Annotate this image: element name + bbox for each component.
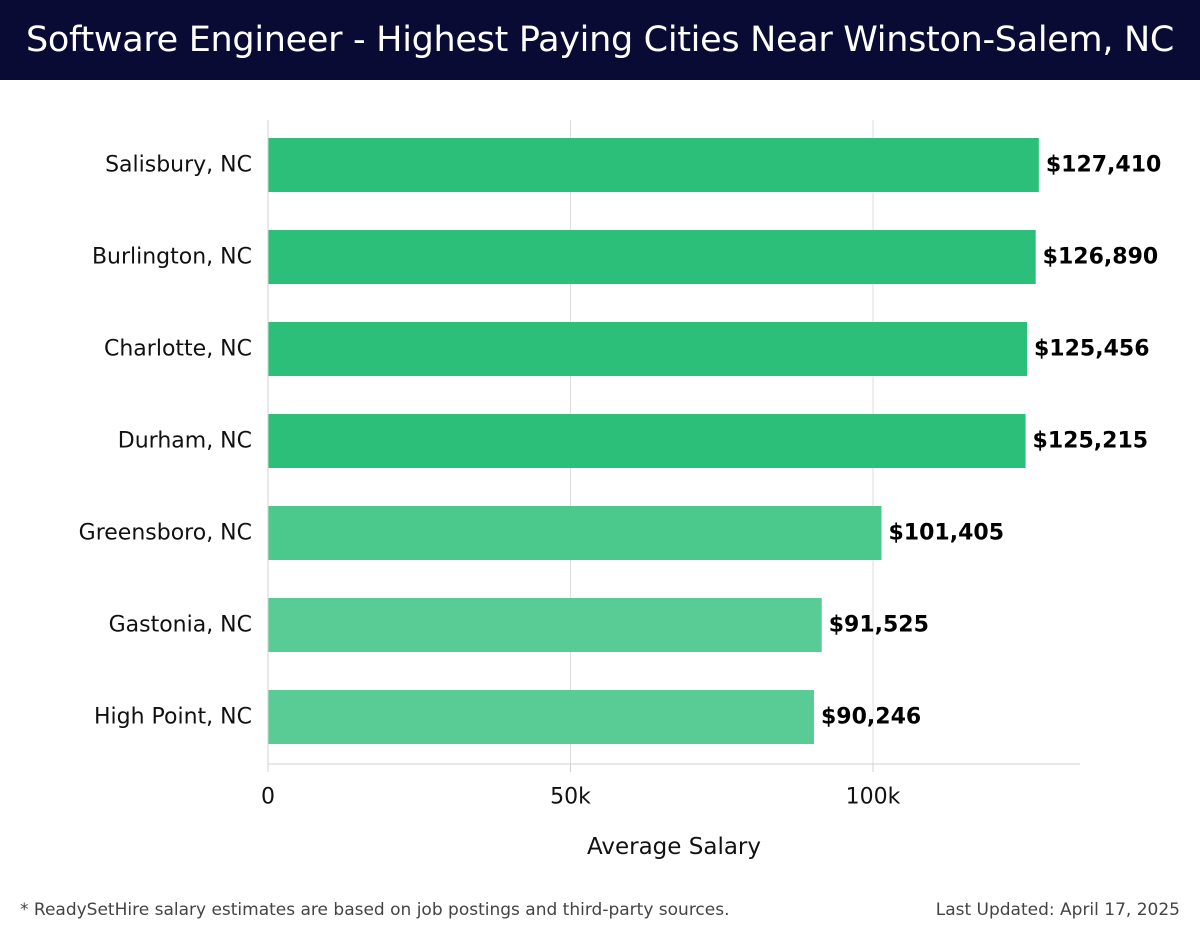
data-label: $101,405	[889, 521, 1005, 546]
bar	[268, 322, 1028, 376]
bar	[268, 230, 1036, 284]
bar	[268, 506, 882, 560]
category-label: Charlotte, NC	[104, 337, 252, 362]
bar	[268, 138, 1039, 192]
bar	[268, 598, 822, 652]
title-bar: Software Engineer - Highest Paying Citie…	[0, 0, 1200, 80]
data-label: $125,215	[1033, 429, 1149, 454]
category-label: Gastonia, NC	[109, 613, 252, 638]
data-label: $126,890	[1043, 245, 1159, 270]
category-label: Greensboro, NC	[79, 521, 252, 546]
x-tick-label: 100k	[846, 785, 901, 810]
bar	[268, 690, 814, 744]
x-tick-label: 50k	[550, 785, 591, 810]
data-label: $127,410	[1046, 153, 1162, 178]
category-label: Durham, NC	[118, 429, 252, 454]
last-updated: Last Updated: April 17, 2025	[935, 900, 1180, 920]
category-label: Burlington, NC	[92, 245, 252, 270]
page-title: Software Engineer - Highest Paying Citie…	[26, 20, 1174, 60]
salary-bar-chart: Salisbury, NC Burlington, NC Charlotte, NC…	[79, 120, 1162, 860]
category-label: High Point, NC	[94, 705, 252, 730]
footer-note: * ReadySetHire salary estimates are base…	[20, 900, 730, 920]
x-axis-title: Average Salary	[587, 834, 761, 860]
data-label: $90,246	[821, 705, 921, 730]
bar	[268, 414, 1026, 468]
data-label: $91,525	[829, 613, 929, 638]
category-label: Salisbury, NC	[105, 153, 252, 178]
data-label: $125,456	[1034, 337, 1150, 362]
x-tick-label: 0	[261, 785, 275, 810]
